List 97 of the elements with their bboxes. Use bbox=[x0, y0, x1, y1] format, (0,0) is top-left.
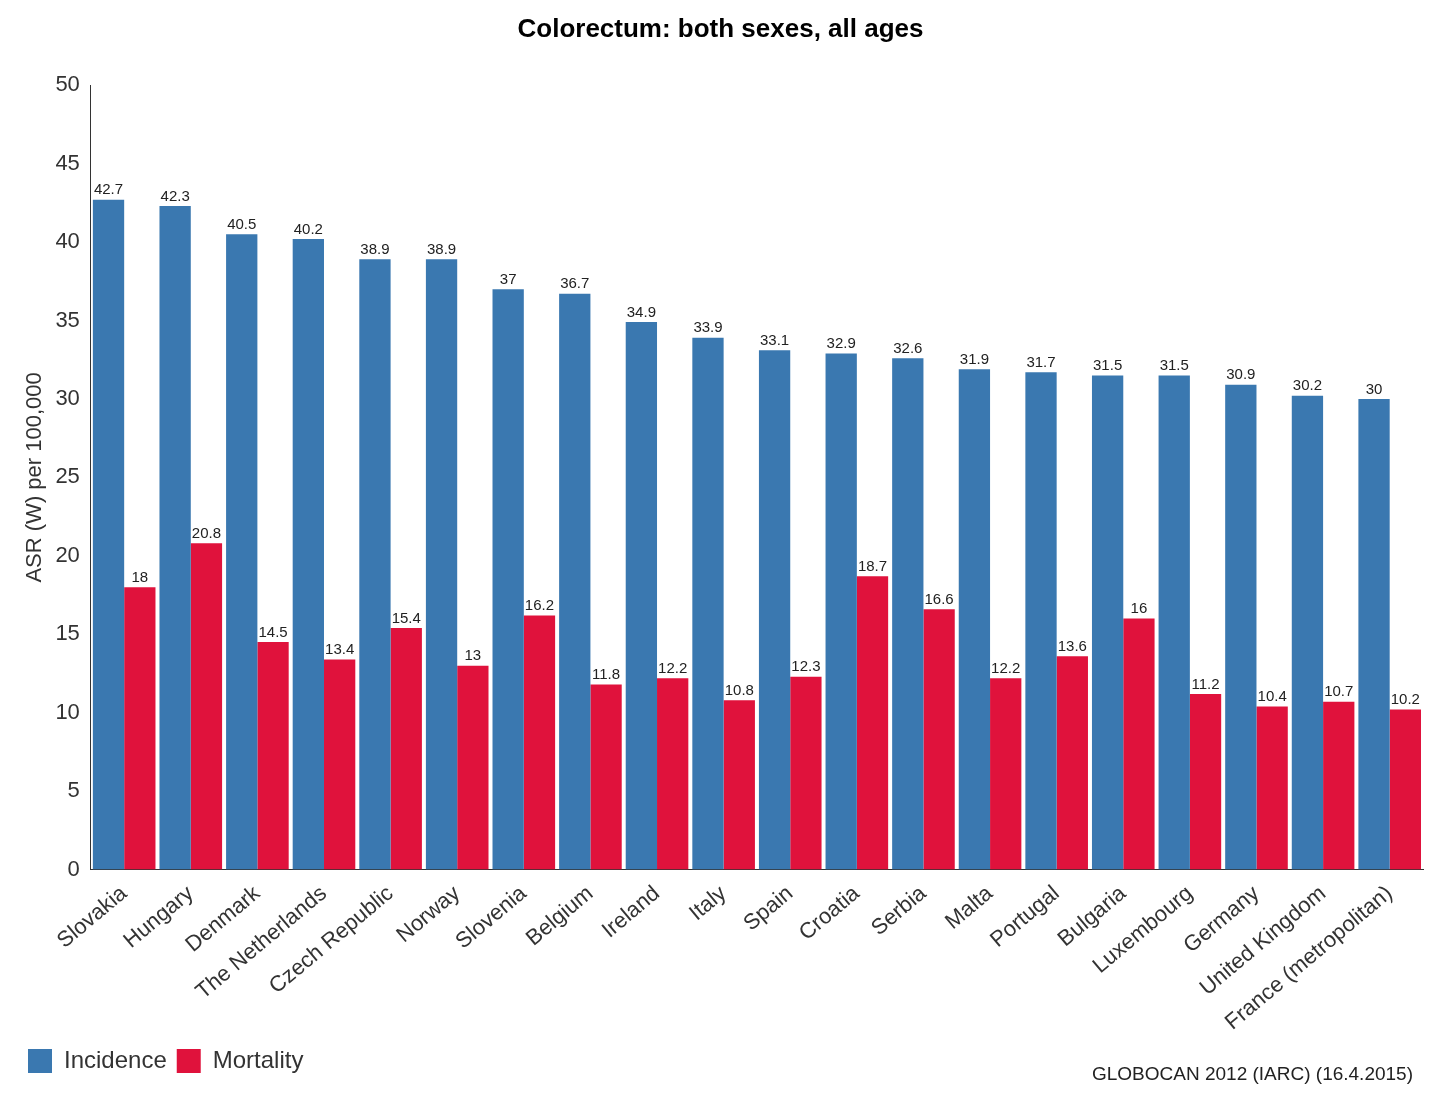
y-tick-label: 50 bbox=[55, 71, 80, 97]
bar bbox=[723, 700, 755, 870]
data-label: 33.9 bbox=[693, 318, 723, 336]
bar bbox=[1123, 618, 1155, 870]
bar bbox=[257, 642, 289, 870]
data-label: 13.4 bbox=[325, 640, 355, 658]
bar bbox=[990, 678, 1022, 870]
data-label: 33.1 bbox=[759, 330, 790, 348]
y-tick-label: 10 bbox=[55, 698, 80, 724]
bar bbox=[1225, 384, 1257, 870]
data-label: 40.2 bbox=[293, 219, 323, 237]
data-label: 14.5 bbox=[258, 622, 288, 640]
y-tick-label: 40 bbox=[55, 228, 80, 254]
data-label: 38.9 bbox=[360, 239, 390, 257]
legend-label: Mortality bbox=[212, 1045, 304, 1073]
legend-label: Incidence bbox=[64, 1045, 167, 1073]
data-label: 16 bbox=[1130, 599, 1148, 617]
bar bbox=[359, 259, 391, 870]
bar bbox=[1158, 375, 1190, 870]
data-label: 13 bbox=[464, 646, 482, 664]
data-label: 40.5 bbox=[227, 214, 257, 232]
bar bbox=[1291, 395, 1324, 870]
data-label: 30.9 bbox=[1226, 365, 1256, 383]
bar bbox=[1091, 375, 1124, 870]
bar bbox=[625, 322, 658, 870]
data-label: 10.8 bbox=[724, 680, 754, 698]
chart-title: Colorectum: both sexes, all ages bbox=[517, 12, 924, 43]
bar bbox=[790, 676, 822, 870]
x-tick-label: Italy bbox=[683, 880, 731, 926]
y-tick-label: 20 bbox=[55, 541, 80, 567]
data-label: 15.4 bbox=[391, 608, 421, 626]
bar bbox=[856, 576, 889, 870]
y-tick-label: 45 bbox=[55, 149, 80, 175]
data-label: 10.2 bbox=[1390, 690, 1420, 708]
data-label: 37 bbox=[499, 269, 517, 287]
data-label: 10.7 bbox=[1324, 682, 1354, 700]
y-tick-label: 0 bbox=[67, 855, 80, 881]
y-tick-label: 25 bbox=[55, 463, 80, 489]
bar bbox=[1358, 398, 1390, 870]
bar bbox=[590, 684, 622, 870]
data-label: 31.5 bbox=[1093, 356, 1123, 374]
data-label: 32.9 bbox=[826, 334, 856, 352]
bar bbox=[92, 199, 125, 870]
data-label: 12.2 bbox=[658, 658, 688, 676]
bar bbox=[657, 678, 689, 870]
data-label: 42.3 bbox=[160, 186, 190, 204]
y-axis-title: ASR (W) per 100,000 bbox=[21, 372, 47, 583]
data-label: 30.2 bbox=[1292, 376, 1323, 394]
data-label: 10.4 bbox=[1257, 687, 1287, 705]
data-label: 34.9 bbox=[626, 302, 656, 320]
bar bbox=[1256, 706, 1288, 870]
bar bbox=[892, 358, 924, 870]
bar bbox=[559, 293, 591, 870]
data-label: 16.2 bbox=[524, 596, 555, 614]
data-label: 11.2 bbox=[1191, 674, 1220, 692]
bar bbox=[323, 659, 356, 870]
bar bbox=[758, 350, 791, 870]
bar bbox=[492, 289, 524, 870]
data-label: 12.2 bbox=[991, 658, 1021, 676]
bar bbox=[190, 543, 223, 870]
data-label: 18.7 bbox=[857, 556, 888, 574]
bar bbox=[226, 234, 258, 870]
text: GLOBOCAN 2012 (IARC) (16.4.2015) bbox=[1091, 1063, 1413, 1085]
bar bbox=[1323, 701, 1355, 870]
data-label: 31.9 bbox=[959, 349, 990, 367]
bar bbox=[124, 587, 156, 870]
data-label: 11.8 bbox=[592, 665, 621, 683]
bar bbox=[923, 609, 955, 870]
bar bbox=[1056, 656, 1088, 870]
data-label: 31.5 bbox=[1159, 356, 1189, 374]
data-label: 32.6 bbox=[893, 338, 923, 356]
data-label: 18 bbox=[131, 567, 149, 585]
y-tick-label: 15 bbox=[55, 620, 80, 646]
data-label: 16.6 bbox=[924, 589, 954, 607]
data-label: 13.6 bbox=[1057, 636, 1087, 654]
data-label: 31.7 bbox=[1026, 352, 1056, 370]
bar bbox=[1189, 693, 1222, 870]
bar bbox=[958, 369, 991, 870]
bar bbox=[390, 628, 422, 870]
bar bbox=[292, 238, 324, 870]
bar bbox=[425, 259, 458, 870]
data-label: 20.8 bbox=[191, 523, 222, 541]
bar bbox=[692, 337, 724, 870]
data-label: 30 bbox=[1365, 379, 1383, 397]
y-tick-label: 35 bbox=[55, 306, 80, 332]
bar bbox=[1025, 372, 1057, 870]
y-tick-label: 30 bbox=[55, 385, 80, 411]
bar bbox=[1389, 709, 1421, 870]
data-label: 36.7 bbox=[560, 274, 590, 292]
data-label: 42.7 bbox=[93, 180, 124, 198]
y-tick-label: 5 bbox=[67, 777, 80, 803]
data-label: 38.9 bbox=[426, 239, 457, 257]
bar bbox=[457, 665, 489, 870]
bar bbox=[825, 353, 857, 870]
bar bbox=[523, 615, 556, 870]
data-label: 12.3 bbox=[791, 657, 821, 675]
bar bbox=[159, 206, 191, 870]
